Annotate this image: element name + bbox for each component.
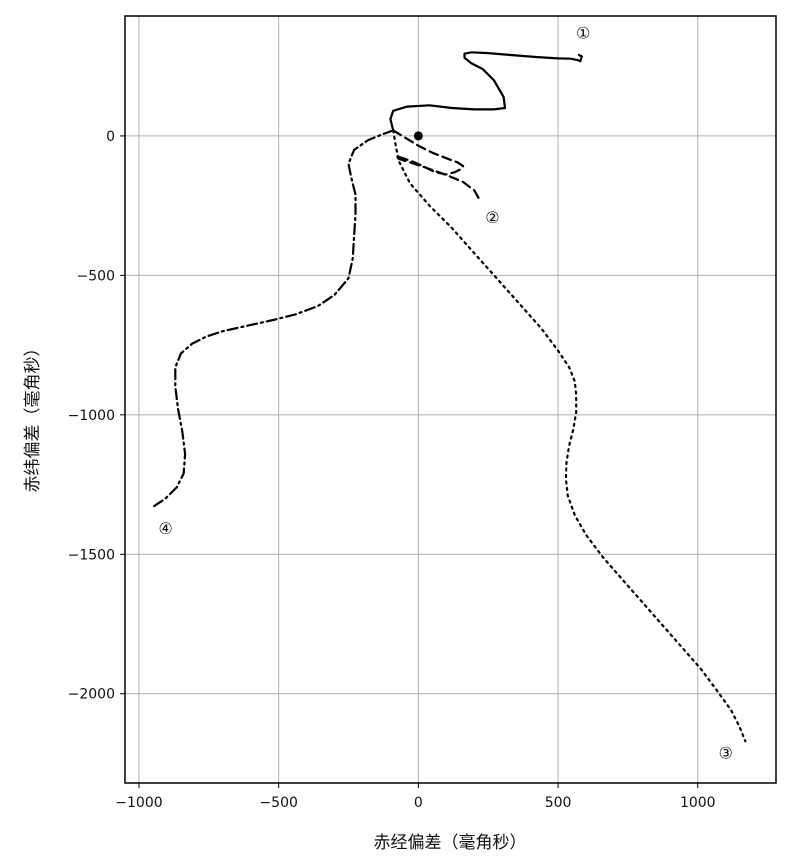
- x-tick-label: 1000: [680, 795, 716, 811]
- x-tick-label: 0: [414, 795, 423, 811]
- y-tick-label: −1500: [68, 547, 115, 563]
- y-axis-label: 赤纬偏差（毫角秒）: [23, 340, 43, 493]
- x-tick-label: 500: [545, 795, 572, 811]
- plot-frame: [124, 15, 777, 784]
- series-label-1: ①: [576, 24, 590, 43]
- series-line-1: [389, 51, 583, 132]
- series-label-4: ④: [158, 519, 172, 538]
- x-axis-label: 赤经偏差（毫角秒）: [374, 833, 527, 853]
- x-tick-label: −500: [259, 795, 297, 811]
- x-tick-label: −1000: [115, 795, 162, 811]
- y-tick-label: −500: [77, 268, 115, 284]
- origin-marker: [413, 131, 423, 141]
- axis-ticks: −1000 −500 0 500 1000 0 −500 −1000 −1500 −2000: [68, 129, 716, 811]
- y-tick-label: 0: [106, 129, 115, 145]
- series-lines: [151, 51, 747, 743]
- series-line-4: [151, 129, 395, 508]
- grid-lines: [125, 16, 776, 783]
- series-line-2: [392, 129, 481, 202]
- y-tick-label: −2000: [68, 687, 115, 703]
- series-label-3: ③: [719, 743, 733, 762]
- y-tick-label: −1000: [68, 408, 115, 424]
- series-label-2: ②: [485, 208, 499, 227]
- series-labels: ① ② ③ ④: [158, 24, 733, 763]
- series-line-3: [392, 129, 747, 743]
